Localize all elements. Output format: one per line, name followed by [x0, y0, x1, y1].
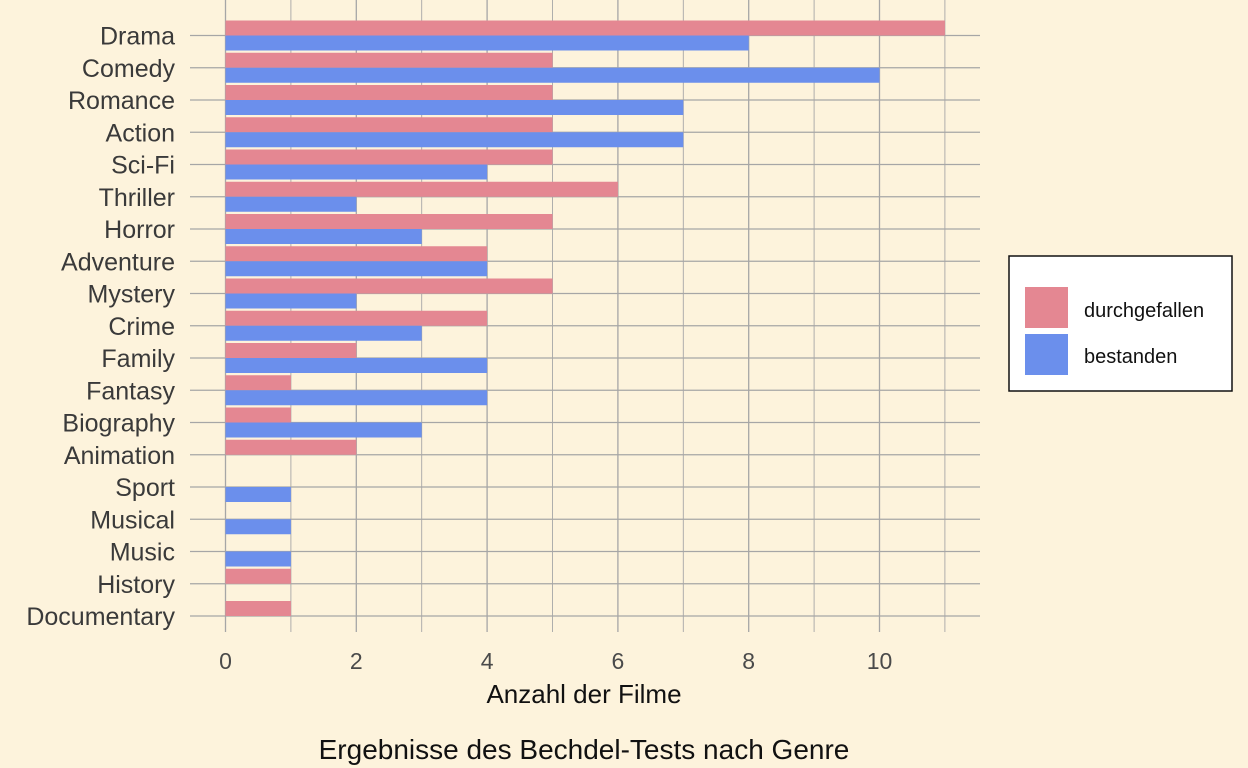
category-label-biography: Biography — [62, 410, 175, 438]
bar-durchgefallen-romance — [225, 85, 553, 100]
x-tick-6: 6 — [612, 648, 625, 674]
x-tick-labels: 0 2 4 6 8 10 — [219, 648, 892, 674]
category-label-thriller: Thriller — [99, 184, 175, 212]
bar-durchgefallen-thriller — [225, 181, 618, 197]
category-label-mystery: Mystery — [88, 281, 176, 309]
bar-durchgefallen-animation — [225, 439, 357, 455]
category-label-drama: Drama — [100, 23, 175, 51]
category-label-fantasy: Fantasy — [86, 377, 175, 405]
bar-bestanden-romance — [225, 100, 684, 115]
bar-bestanden-adventure — [225, 261, 488, 277]
bar-durchgefallen-biography — [225, 407, 291, 423]
category-label-horror: Horror — [104, 216, 175, 244]
bar-bestanden-comedy — [225, 67, 880, 83]
bar-durchgefallen-crime — [225, 310, 488, 326]
bar-bestanden-action — [225, 132, 684, 148]
bar-bestanden-biography — [225, 422, 422, 438]
bar-durchgefallen-documentary — [225, 601, 291, 616]
bar-durchgefallen-horror — [225, 214, 553, 229]
bar-durchgefallen-history — [225, 568, 291, 584]
legend: durchgefallen bestanden — [1008, 255, 1233, 392]
legend-label-durchgefallen: durchgefallen — [1084, 300, 1204, 322]
bar-bestanden-sci-fi — [225, 164, 488, 180]
bar-bestanden-horror — [225, 229, 422, 244]
bar-durchgefallen-fantasy — [225, 375, 291, 391]
bar-bestanden-sport — [225, 487, 291, 502]
category-label-music: Music — [110, 539, 175, 567]
legend-swatch-durchgefallen — [1025, 287, 1068, 328]
bar-bestanden-fantasy — [225, 390, 488, 406]
x-tick-8: 8 — [742, 648, 755, 674]
category-label-action: Action — [106, 119, 175, 147]
category-label-animation: Animation — [64, 442, 175, 470]
x-tick-2: 2 — [350, 648, 363, 674]
bar-durchgefallen-family — [225, 343, 357, 358]
bar-bestanden-crime — [225, 325, 422, 341]
category-label-documentary: Documentary — [26, 603, 175, 631]
x-tick-4: 4 — [481, 648, 494, 674]
bar-bestanden-music — [225, 551, 291, 567]
category-label-romance: Romance — [68, 87, 175, 115]
bar-bestanden-musical — [225, 519, 291, 535]
category-label-family: Family — [101, 345, 175, 373]
category-label-musical: Musical — [90, 506, 175, 534]
bar-bestanden-mystery — [225, 293, 357, 309]
bars — [225, 20, 945, 616]
category-label-crime: Crime — [108, 313, 175, 341]
category-label-sci-fi: Sci-Fi — [111, 152, 175, 180]
x-axis-title: Anzahl der Filme — [486, 679, 681, 709]
x-tick-10: 10 — [867, 648, 893, 674]
legend-swatch-bestanden — [1025, 334, 1068, 375]
bar-durchgefallen-sci-fi — [225, 149, 553, 165]
category-label-adventure: Adventure — [61, 248, 175, 276]
category-label-comedy: Comedy — [82, 55, 176, 83]
category-label-sport: Sport — [115, 474, 175, 502]
bar-durchgefallen-action — [225, 117, 553, 133]
category-label-history: History — [97, 571, 175, 599]
bar-durchgefallen-comedy — [225, 52, 553, 68]
chart-caption: Ergebnisse des Bechdel-Tests nach Genre — [319, 734, 850, 765]
category-labels: Drama Comedy Romance Action Sci-Fi Thriller Ho… — [26, 23, 175, 632]
bar-durchgefallen-mystery — [225, 278, 553, 294]
legend-label-bestanden: bestanden — [1084, 346, 1177, 368]
bar-bestanden-thriller — [225, 196, 357, 212]
bar-bestanden-family — [225, 358, 488, 373]
bar-durchgefallen-drama — [225, 20, 945, 36]
x-tick-0: 0 — [219, 648, 232, 674]
bar-durchgefallen-adventure — [225, 246, 488, 262]
bar-bestanden-drama — [225, 35, 749, 51]
